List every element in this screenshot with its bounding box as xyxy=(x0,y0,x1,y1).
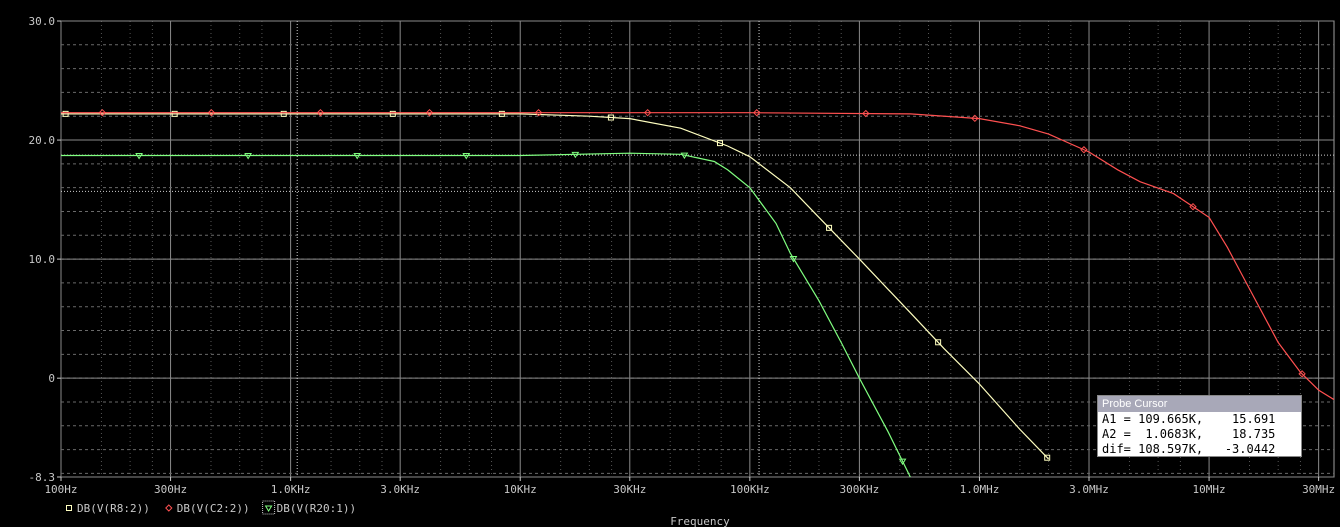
x-tick-label: 1.0KHz xyxy=(271,483,311,496)
series-marker xyxy=(135,153,143,160)
cursor-lines[interactable] xyxy=(61,21,1334,477)
series-marker xyxy=(498,110,505,117)
series-marker xyxy=(898,458,907,466)
series-marker xyxy=(826,224,833,231)
series-marker xyxy=(280,110,287,117)
legend-marker-icon xyxy=(264,505,273,512)
series-marker xyxy=(680,152,689,160)
series-marker xyxy=(1189,202,1197,211)
legend-label: DB(V(R8:2)) xyxy=(77,502,150,515)
series-marker xyxy=(753,109,761,117)
series-marker xyxy=(389,110,396,117)
legend-marker-icon xyxy=(66,505,72,511)
legend-item-2[interactable]: DB(V(C2:2)) xyxy=(165,502,250,515)
y-tick-label: 10.0 xyxy=(29,253,56,266)
legend-item-3[interactable]: DB(V(R20:1)) xyxy=(262,500,356,515)
x-tick-label: 300Hz xyxy=(154,483,187,496)
y-tick-label: 20.0 xyxy=(29,134,56,147)
series-marker xyxy=(571,151,580,159)
legend[interactable]: DB(V(R8:2)) DB(V(C2:2)) DB(V(R20:1)) xyxy=(66,500,357,515)
grid xyxy=(60,20,1335,478)
probe-row-a2: A2 = 1.0683K, 18.735 xyxy=(1102,427,1276,441)
series-3 xyxy=(61,151,911,477)
y-axis-ticks: 30.0 20.0 10.0 0 -8.3 xyxy=(29,15,61,484)
series-line xyxy=(61,152,911,477)
series-marker xyxy=(971,114,979,123)
x-tick-label: 300KHz xyxy=(840,483,880,496)
series-marker xyxy=(935,339,942,346)
series-line xyxy=(61,112,1334,401)
y-tick-label: 0 xyxy=(48,372,55,385)
legend-selected-box xyxy=(262,500,276,515)
series-marker xyxy=(716,140,723,147)
x-tick-label: 10MHz xyxy=(1193,483,1226,496)
series-marker xyxy=(1298,370,1306,378)
x-tick-label: 10KHz xyxy=(504,483,537,496)
series-marker xyxy=(207,108,216,117)
series-marker xyxy=(607,114,614,121)
series-marker xyxy=(789,255,798,263)
probe-cursor-title: Probe Cursor xyxy=(1098,396,1301,412)
x-axis-label: Frequency xyxy=(670,515,730,527)
x-tick-label: 30MHz xyxy=(1302,483,1335,496)
series-1 xyxy=(61,110,1051,461)
series-marker xyxy=(862,109,870,118)
series-marker xyxy=(1080,146,1088,154)
series-marker xyxy=(98,108,107,117)
series xyxy=(61,108,1334,477)
series-marker xyxy=(425,108,434,117)
series-marker xyxy=(316,108,325,117)
x-tick-label: 3.0KHz xyxy=(380,483,420,496)
series-marker xyxy=(353,153,362,160)
y-tick-label: -8.3 xyxy=(29,471,56,484)
series-marker xyxy=(534,108,543,117)
series-marker xyxy=(62,110,69,117)
series-marker xyxy=(171,110,178,117)
x-tick-label: 100KHz xyxy=(730,483,770,496)
x-tick-label: 3.0MHz xyxy=(1069,483,1109,496)
x-tick-label: 100Hz xyxy=(44,483,77,496)
series-marker xyxy=(462,153,471,160)
legend-marker-icon xyxy=(165,504,173,512)
probe-cursor-panel[interactable]: Probe Cursor A1 = 109.665K, 15.691 A2 = … xyxy=(1097,395,1302,457)
series-line xyxy=(61,113,1050,460)
x-tick-label: 30KHz xyxy=(613,483,646,496)
legend-label: DB(V(R20:1)) xyxy=(277,502,356,515)
series-2 xyxy=(61,108,1334,401)
legend-item-1[interactable]: DB(V(R8:2)) xyxy=(66,502,150,515)
x-tick-label: 1.0MHz xyxy=(960,483,1000,496)
series-marker xyxy=(643,108,652,117)
y-tick-label: 30.0 xyxy=(29,15,56,28)
probe-row-dif: dif= 108.597K, -3.0442 xyxy=(1102,442,1276,456)
legend-label: DB(V(C2:2)) xyxy=(177,502,250,515)
series-marker xyxy=(1044,454,1051,461)
x-axis-ticks: 100Hz 300Hz 1.0KHz 3.0KHz 10KHz 30KHz 100KHz 30… xyxy=(44,477,1335,496)
probe-row-a1: A1 = 109.665K, 15.691 xyxy=(1102,412,1276,426)
series-marker xyxy=(244,153,253,160)
